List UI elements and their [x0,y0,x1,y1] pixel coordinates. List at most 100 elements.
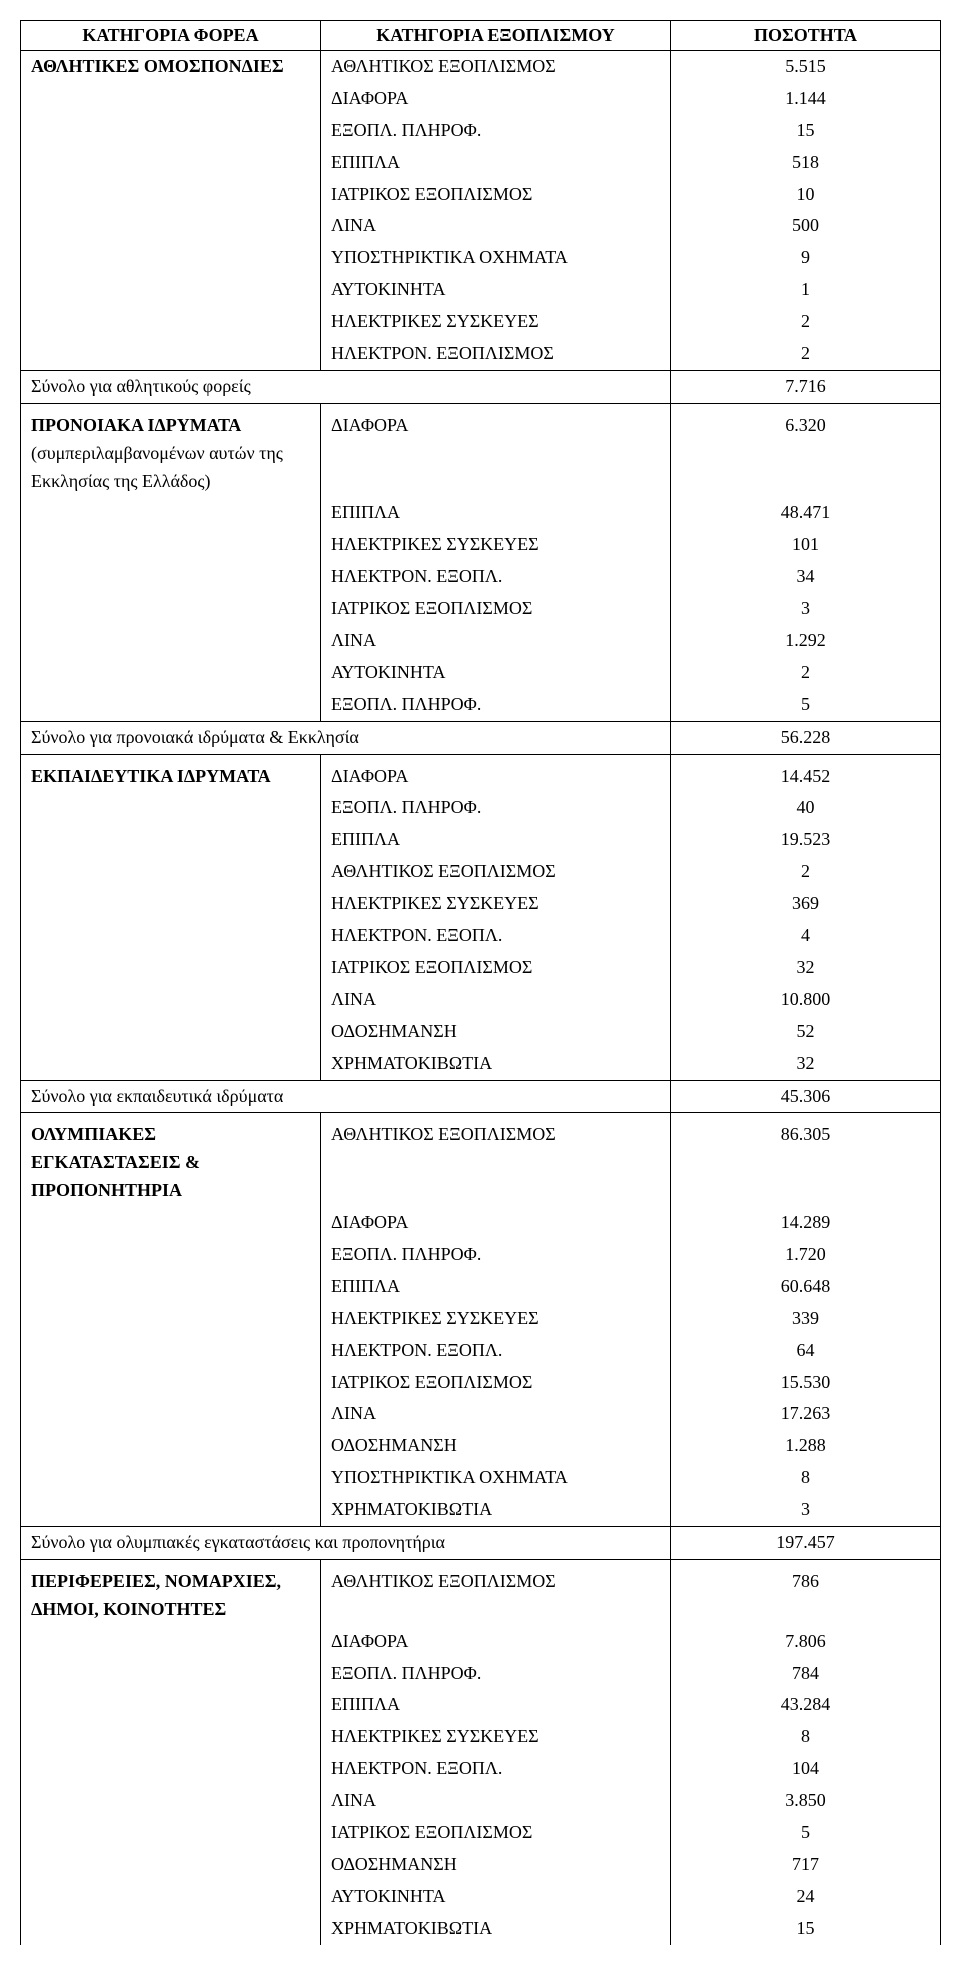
subtotal-row: Σύνολο για ολυμπιακές εγκαταστάσεις και … [21,1526,941,1559]
quantity-cell: 6.320 [671,410,941,498]
equipment-cell: ΗΛΕΚΤΡΙΚΕΣ ΣΥΣΚΕΥΕΣ [321,529,671,561]
category-cell [21,1048,321,1080]
equipment-cell: ΗΛΕΚΤΡΟΝ. ΕΞΟΠΛ. [321,561,671,593]
quantity-cell: 518 [671,147,941,179]
category-cell [21,689,321,721]
quantity-cell: 339 [671,1303,941,1335]
equipment-cell: ΗΛΕΚΤΡΟΝ. ΕΞΟΠΛ. [321,920,671,952]
category-cell [21,792,321,824]
table-row: ΕΞΟΠΛ. ΠΛΗΡΟΦ.5 [21,689,941,721]
quantity-cell: 3 [671,1494,941,1526]
quantity-cell: 34 [671,561,941,593]
category-cell [21,1658,321,1690]
category-cell: ΠΡΟΝΟΙΑΚΑ ΙΔΡΥΜΑΤΑ(συμπεριλαμβανομένων α… [21,410,321,498]
table-row: ΔΙΑΦΟΡΑ14.289 [21,1207,941,1239]
table-row: ΗΛΕΚΤΡΟΝ. ΕΞΟΠΛΙΣΜΟΣ2 [21,338,941,370]
equipment-cell: ΙΑΤΡΙΚΟΣ ΕΞΟΠΛΙΣΜΟΣ [321,1817,671,1849]
category-cell [21,1913,321,1945]
equipment-cell: ΕΠΙΠΛΑ [321,147,671,179]
table-row: ΗΛΕΚΤΡΙΚΕΣ ΣΥΣΚΕΥΕΣ369 [21,888,941,920]
quantity-cell: 48.471 [671,497,941,529]
category-label: ΟΛΥΜΠΙΑΚΕΣ ΕΓΚΑΤΑΣΤΑΣΕΙΣ & ΠΡΟΠΟΝΗΤΗΡΙΑ [31,1124,200,1200]
category-cell [21,115,321,147]
quantity-cell: 5.515 [671,51,941,83]
category-cell [21,625,321,657]
table-row: ΑΥΤΟΚΙΝΗΤΑ1 [21,274,941,306]
quantity-cell: 10.800 [671,984,941,1016]
table-row: ΥΠΟΣΤΗΡΙΚΤΙΚΑ ΟΧΗΜΑΤΑ8 [21,1462,941,1494]
subtotal-value: 7.716 [671,370,941,403]
table-row: ΟΛΥΜΠΙΑΚΕΣ ΕΓΚΑΤΑΣΤΑΣΕΙΣ & ΠΡΟΠΟΝΗΤΗΡΙΑ Α… [21,1119,941,1207]
category-cell [21,147,321,179]
equipment-cell: ΔΙΑΦΟΡΑ [321,83,671,115]
quantity-cell: 8 [671,1462,941,1494]
table-row: ΕΚΠΑΙΔΕΥΤΙΚΑ ΙΔΡΥΜΑΤΑΔΙΑΦΟΡΑ14.452 [21,761,941,793]
equipment-cell: ΙΑΤΡΙΚΟΣ ΕΞΟΠΛΙΣΜΟΣ [321,952,671,984]
table-row: ΗΛΕΚΤΡΙΚΕΣ ΣΥΣΚΕΥΕΣ8 [21,1721,941,1753]
quantity-cell: 14.452 [671,761,941,793]
category-cell [21,1626,321,1658]
quantity-cell: 717 [671,1849,941,1881]
category-cell [21,952,321,984]
equipment-cell: ΕΠΙΠΛΑ [321,1689,671,1721]
equipment-cell: ΕΞΟΠΛ. ΠΛΗΡΟΦ. [321,792,671,824]
equipment-cell: ΕΠΙΠΛΑ [321,497,671,529]
category-label: ΑΘΛΗΤΙΚΕΣ ΟΜΟΣΠΟΝΔΙΕΣ [31,56,284,76]
category-cell [21,1881,321,1913]
table-row: ΟΔΟΣΗΜΑΝΣΗ1.288 [21,1430,941,1462]
equipment-cell: ΟΔΟΣΗΜΑΝΣΗ [321,1849,671,1881]
table-row: ΕΠΙΠΛΑ518 [21,147,941,179]
quantity-cell: 8 [671,1721,941,1753]
table-row: ΗΛΕΚΤΡΙΚΕΣ ΣΥΣΚΕΥΕΣ339 [21,1303,941,1335]
subtotal-row: Σύνολο για εκπαιδευτικά ιδρύματα45.306 [21,1080,941,1113]
category-cell [21,1207,321,1239]
quantity-cell: 64 [671,1335,941,1367]
equipment-cell: ΟΔΟΣΗΜΑΝΣΗ [321,1016,671,1048]
table-row: ΕΠΙΠΛΑ48.471 [21,497,941,529]
equipment-cell: ΕΞΟΠΛ. ΠΛΗΡΟΦ. [321,1239,671,1271]
subtotal-label: Σύνολο για προνοιακά ιδρύματα & Εκκλησία [21,721,671,754]
quantity-cell: 104 [671,1753,941,1785]
table-row: ΙΑΤΡΙΚΟΣ ΕΞΟΠΛΙΣΜΟΣ3 [21,593,941,625]
equipment-cell: ΧΡΗΜΑΤΟΚΙΒΩΤΙΑ [321,1494,671,1526]
equipment-cell: ΗΛΕΚΤΡΙΚΕΣ ΣΥΣΚΕΥΕΣ [321,1721,671,1753]
equipment-cell: ΗΛΕΚΤΡΙΚΕΣ ΣΥΣΚΕΥΕΣ [321,306,671,338]
category-cell [21,1367,321,1399]
quantity-cell: 15.530 [671,1367,941,1399]
header-row: ΚΑΤΗΓΟΡΙΑ ΦΟΡΕΑ ΚΑΤΗΓΟΡΙΑ ΕΞΟΠΛΙΣΜΟΥ ΠΟΣ… [21,21,941,51]
quantity-cell: 17.263 [671,1398,941,1430]
subtotal-value: 197.457 [671,1526,941,1559]
table-row: ΙΑΤΡΙΚΟΣ ΕΞΟΠΛΙΣΜΟΣ5 [21,1817,941,1849]
category-cell [21,1271,321,1303]
table-row: ΛΙΝΑ17.263 [21,1398,941,1430]
table-row: ΑΥΤΟΚΙΝΗΤΑ24 [21,1881,941,1913]
table-row: ΑΥΤΟΚΙΝΗΤΑ2 [21,657,941,689]
category-cell [21,242,321,274]
equipment-cell: ΛΙΝΑ [321,1398,671,1430]
category-cell [21,984,321,1016]
category-cell [21,1239,321,1271]
category-cell [21,888,321,920]
quantity-cell: 24 [671,1881,941,1913]
equipment-cell: ΗΛΕΚΤΡΟΝ. ΕΞΟΠΛ. [321,1335,671,1367]
equipment-cell: ΑΘΛΗΤΙΚΟΣ ΕΞΟΠΛΙΣΜΟΣ [321,51,671,83]
table-row: ΕΠΙΠΛΑ19.523 [21,824,941,856]
table-row: ΕΠΙΠΛΑ60.648 [21,1271,941,1303]
quantity-cell: 3 [671,593,941,625]
subtotal-label: Σύνολο για ολυμπιακές εγκαταστάσεις και … [21,1526,671,1559]
equipment-cell: ΑΘΛΗΤΙΚΟΣ ΕΞΟΠΛΙΣΜΟΣ [321,1119,671,1207]
equipment-cell: ΔΙΑΦΟΡΑ [321,1626,671,1658]
equipment-cell: ΛΙΝΑ [321,210,671,242]
quantity-cell: 4 [671,920,941,952]
equipment-table: ΚΑΤΗΓΟΡΙΑ ΦΟΡΕΑ ΚΑΤΗΓΟΡΙΑ ΕΞΟΠΛΙΣΜΟΥ ΠΟΣ… [20,20,941,1945]
quantity-cell: 32 [671,952,941,984]
equipment-cell: ΕΞΟΠΛ. ΠΛΗΡΟΦ. [321,689,671,721]
category-cell [21,1721,321,1753]
equipment-cell: ΑΘΛΗΤΙΚΟΣ ΕΞΟΠΛΙΣΜΟΣ [321,856,671,888]
equipment-cell: ΔΙΑΦΟΡΑ [321,410,671,498]
quantity-cell: 14.289 [671,1207,941,1239]
category-cell [21,497,321,529]
category-cell [21,274,321,306]
table-row: ΧΡΗΜΑΤΟΚΙΒΩΤΙΑ15 [21,1913,941,1945]
table-row: ΑΘΛΗΤΙΚΟΣ ΕΞΟΠΛΙΣΜΟΣ2 [21,856,941,888]
